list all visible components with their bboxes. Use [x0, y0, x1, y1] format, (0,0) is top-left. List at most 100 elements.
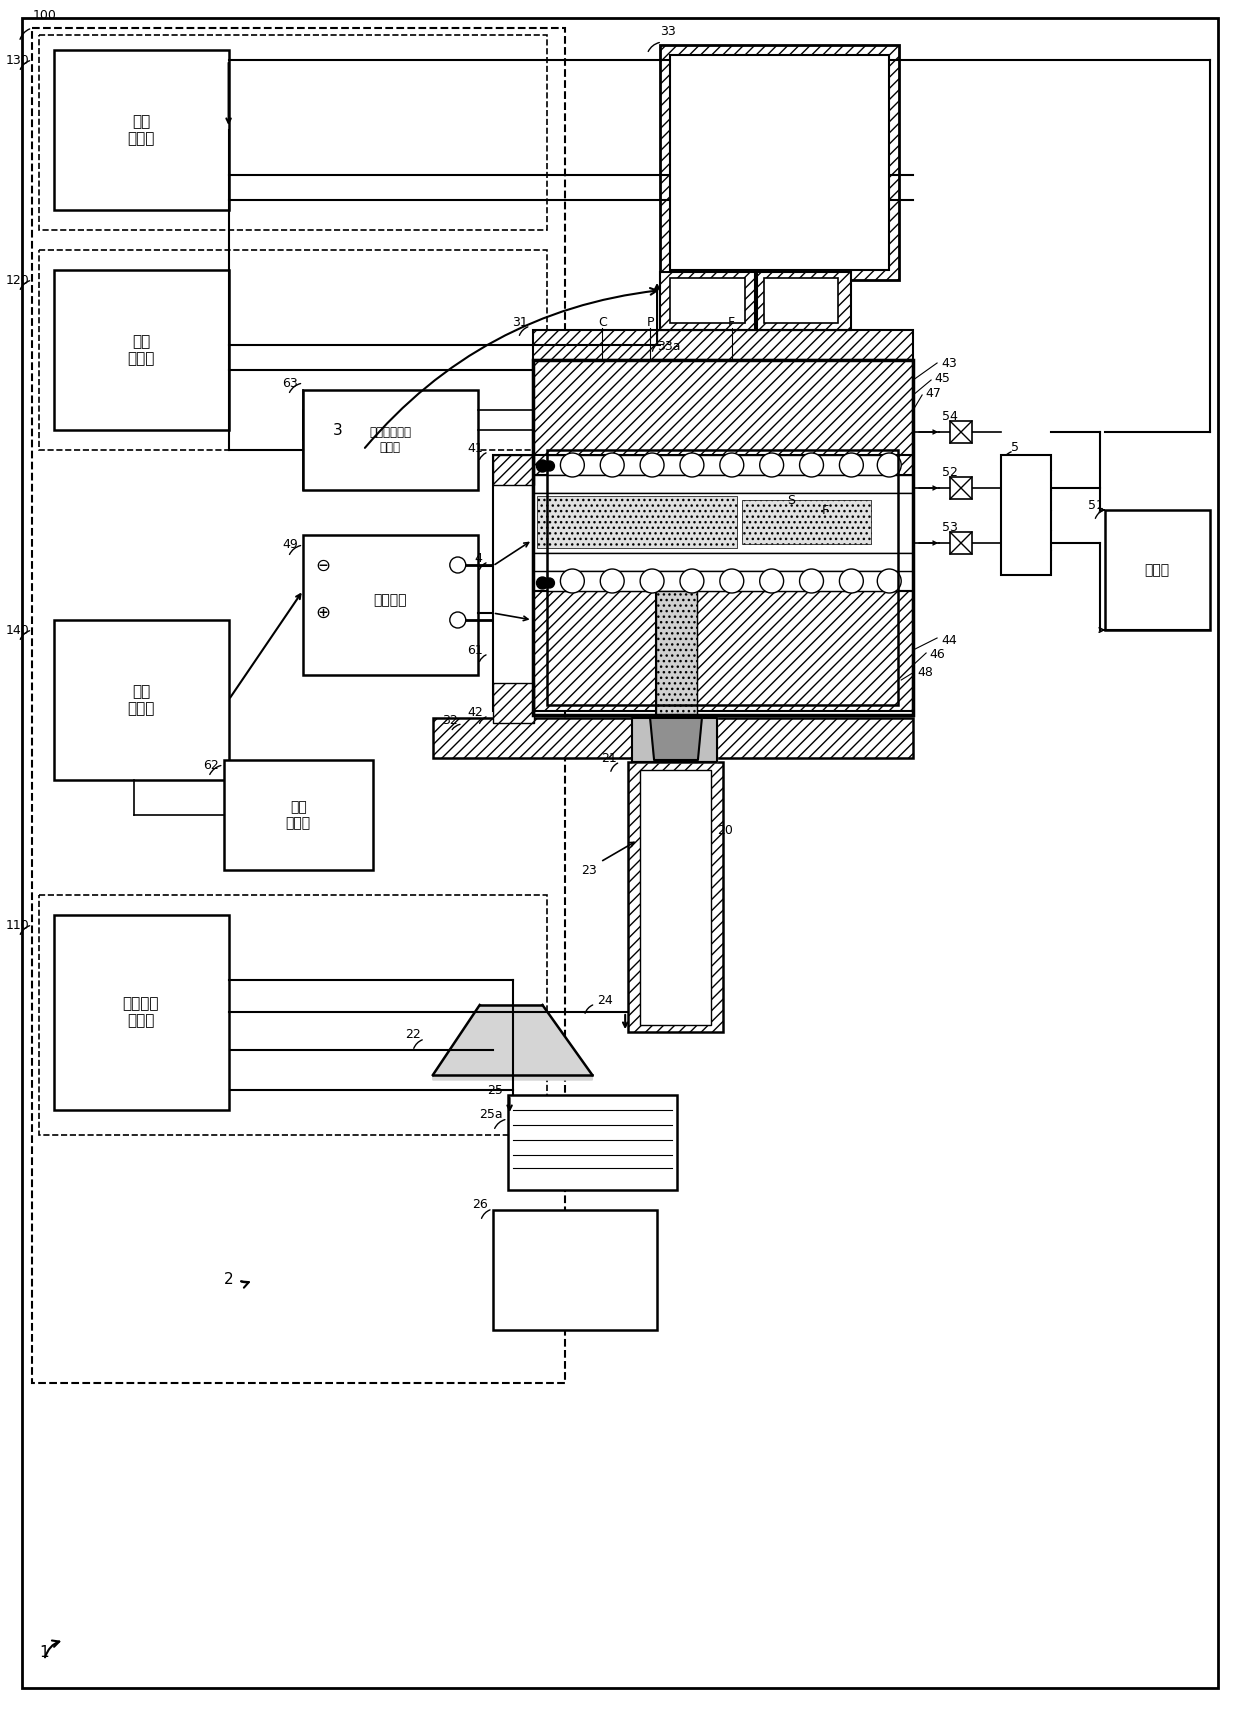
Text: 61: 61 — [467, 643, 482, 657]
Bar — [532, 359, 913, 715]
Text: 26: 26 — [472, 1198, 487, 1211]
Bar — [1001, 455, 1050, 575]
Bar — [742, 500, 872, 544]
Bar — [547, 571, 898, 590]
Circle shape — [839, 453, 863, 477]
Bar — [660, 44, 899, 281]
Bar — [670, 277, 745, 323]
Bar — [40, 34, 547, 229]
Circle shape — [640, 453, 665, 477]
Text: C: C — [598, 315, 606, 329]
Bar — [433, 719, 913, 758]
Text: 25: 25 — [487, 1083, 502, 1097]
Circle shape — [544, 460, 554, 471]
Text: 49: 49 — [283, 539, 299, 551]
Bar — [629, 761, 723, 1032]
Circle shape — [877, 570, 901, 594]
Text: S: S — [787, 493, 796, 506]
Circle shape — [560, 453, 584, 477]
Bar — [532, 590, 913, 712]
Text: 48: 48 — [918, 666, 932, 679]
Text: 2: 2 — [223, 1273, 233, 1287]
Circle shape — [640, 570, 665, 594]
Text: 46: 46 — [929, 648, 945, 662]
Text: 33a: 33a — [657, 340, 681, 352]
Text: 42: 42 — [467, 705, 482, 719]
Bar — [304, 390, 477, 489]
Bar — [55, 270, 228, 429]
Text: 43: 43 — [941, 356, 957, 370]
Text: 45: 45 — [934, 371, 950, 385]
Text: 54: 54 — [942, 411, 959, 423]
Bar — [55, 50, 228, 210]
Bar — [532, 476, 913, 493]
Bar — [492, 455, 534, 484]
Bar — [1106, 510, 1210, 630]
Text: 21: 21 — [601, 751, 618, 765]
Text: 44: 44 — [941, 633, 957, 647]
Text: 130: 130 — [5, 53, 30, 67]
Polygon shape — [632, 719, 717, 761]
Circle shape — [800, 453, 823, 477]
Text: 加热注射
控制部: 加热注射 控制部 — [123, 996, 159, 1028]
Bar — [660, 272, 755, 330]
Text: 25a: 25a — [479, 1109, 502, 1121]
Bar — [40, 250, 547, 450]
Bar — [950, 532, 972, 554]
Text: F: F — [728, 315, 735, 329]
Text: 22: 22 — [405, 1028, 420, 1042]
Polygon shape — [433, 1004, 593, 1080]
Text: P: P — [646, 315, 653, 329]
Text: 41: 41 — [467, 441, 482, 455]
Circle shape — [450, 558, 466, 573]
Text: 100: 100 — [32, 9, 56, 22]
Bar — [547, 455, 898, 476]
Bar — [532, 553, 913, 571]
Text: 20: 20 — [717, 823, 733, 837]
Text: 24: 24 — [598, 994, 613, 1006]
Circle shape — [537, 460, 548, 472]
Bar — [640, 770, 711, 1025]
Circle shape — [680, 453, 704, 477]
Bar — [492, 683, 534, 724]
Circle shape — [839, 570, 863, 594]
Circle shape — [760, 570, 784, 594]
Bar — [492, 1210, 657, 1329]
Bar — [532, 330, 913, 359]
Text: ⊕: ⊕ — [316, 604, 331, 623]
Text: 通电装置: 通电装置 — [373, 594, 407, 607]
Circle shape — [760, 453, 784, 477]
Circle shape — [800, 570, 823, 594]
Text: 140: 140 — [5, 623, 30, 636]
Text: 合模
控制部: 合模 控制部 — [128, 334, 155, 366]
Text: 23: 23 — [582, 864, 598, 876]
Text: 模具内电阻值
传感器: 模具内电阻值 传感器 — [370, 426, 410, 453]
Text: 53: 53 — [942, 522, 959, 534]
Text: 32: 32 — [441, 713, 458, 727]
Text: 4: 4 — [475, 551, 482, 565]
Text: 31: 31 — [512, 315, 527, 329]
Bar — [656, 590, 697, 761]
Bar — [507, 1095, 677, 1189]
Text: F: F — [821, 503, 828, 517]
Circle shape — [600, 570, 624, 594]
Text: 33: 33 — [660, 26, 676, 38]
Bar — [492, 455, 532, 712]
Bar — [764, 277, 838, 323]
Text: ⊖: ⊖ — [316, 558, 331, 575]
Text: 3: 3 — [334, 423, 343, 438]
Bar — [950, 477, 972, 500]
Circle shape — [600, 453, 624, 477]
Circle shape — [450, 613, 466, 628]
Text: 通电
控制部: 通电 控制部 — [128, 684, 155, 717]
Bar — [950, 421, 972, 443]
Bar — [547, 450, 898, 705]
Circle shape — [720, 453, 744, 477]
Bar — [223, 760, 373, 869]
Bar — [55, 619, 228, 780]
Text: 52: 52 — [942, 465, 959, 479]
Text: 51: 51 — [1087, 498, 1104, 512]
Circle shape — [877, 453, 901, 477]
Text: 1: 1 — [40, 1644, 48, 1660]
Bar — [304, 536, 477, 676]
